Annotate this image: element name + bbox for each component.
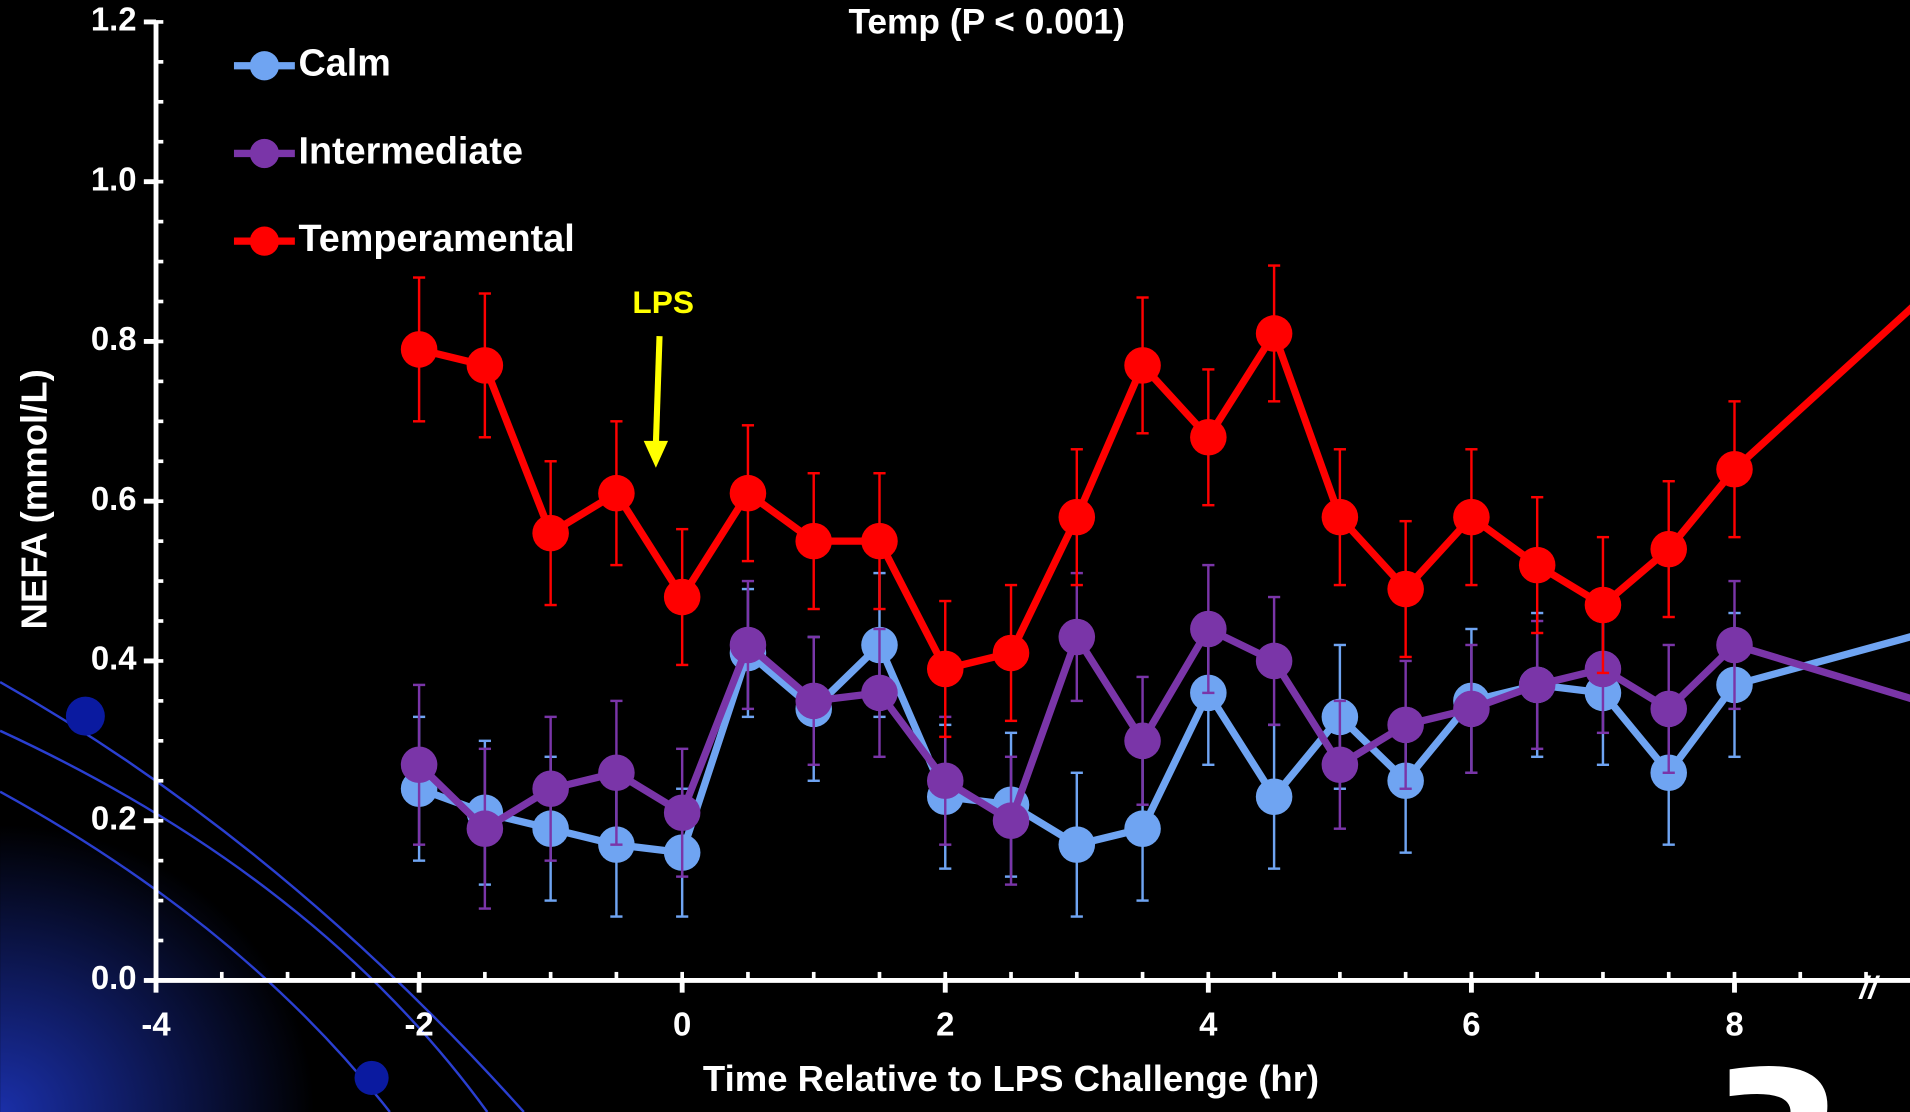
data-point [532,770,569,808]
data-point [598,754,635,792]
x-tick-label: -2 [404,1005,433,1042]
data-point [1584,586,1622,624]
legend-marker [249,226,280,256]
series-line [416,625,1910,833]
data-point [795,682,832,720]
data-point [1190,419,1227,456]
data-point [1190,610,1227,648]
x-tick-label: 8 [1725,1005,1743,1042]
data-point [795,522,832,560]
data-point [1124,347,1161,384]
data-point [1321,746,1359,784]
series [400,563,1910,910]
data-point [1255,315,1293,352]
x-tick-label: 6 [1462,1005,1480,1042]
annotation: LPS [632,284,694,320]
annotation-arrowhead [643,440,669,468]
data-point [1255,642,1293,680]
y-tick-label: 1.0 [91,160,137,197]
legend-label: Calm [299,42,391,84]
logo [1729,1065,1828,1112]
data-point [729,626,767,664]
x-axis-title: Time Relative to LPS Challenge (hr) [703,1058,1319,1099]
data-point [1518,546,1556,584]
legend-label: Intermediate [299,129,523,171]
series [400,264,1910,739]
y-tick-label: 1.2 [91,1,137,38]
annotation-arrow [652,336,663,445]
data-point [1124,810,1161,847]
x-tick-label: 2 [936,1005,954,1042]
data-point [1124,722,1161,760]
data-point [663,794,701,831]
data-point [926,650,964,688]
data-point [663,578,701,616]
data-point [466,810,504,847]
background-dot [65,696,105,736]
data-point [1453,690,1490,728]
data-point [532,514,569,552]
data-point [1716,626,1753,664]
data-point [1650,690,1687,728]
data-point [1716,450,1753,488]
y-tick-label: 0.6 [91,480,137,517]
x-tick-label: 0 [673,1005,691,1042]
legend-marker [249,138,280,169]
data-point [1255,778,1293,816]
background-dot [354,1060,389,1095]
data-point [400,331,438,368]
data-point [926,762,964,800]
data-point [1387,570,1424,608]
data-point [466,347,504,384]
axis-break: // [1858,970,1881,1006]
legend-label: Temperamental [299,217,575,259]
data-point [1321,498,1359,536]
data-point [598,474,635,512]
x-tick-label: 4 [1199,1005,1218,1042]
legend-marker [249,51,280,81]
y-tick-label: 0.4 [91,640,137,677]
y-axis-title: NEFA (mmol/L) [13,369,54,629]
data-point [729,474,767,512]
data-point [1453,498,1490,536]
x-tick-label: -4 [141,1005,171,1042]
data-point [1650,530,1687,568]
data-point [1518,666,1556,704]
data-point [861,674,898,712]
y-tick-label: 0.2 [91,799,137,836]
data-point [1058,826,1096,863]
chart-title: Temp (P < 0.001) [848,3,1124,42]
background-decoration [0,633,524,1112]
y-tick-label: 0.0 [91,959,137,996]
data-point [1058,498,1096,536]
data-point [861,522,898,560]
data-point [1058,618,1096,656]
data-point [992,634,1030,672]
data-point [400,746,438,784]
y-tick-label: 0.8 [91,320,137,357]
data-point [992,802,1030,839]
data-point [1387,706,1424,744]
series-line [417,633,1910,857]
series-line [418,304,1910,673]
